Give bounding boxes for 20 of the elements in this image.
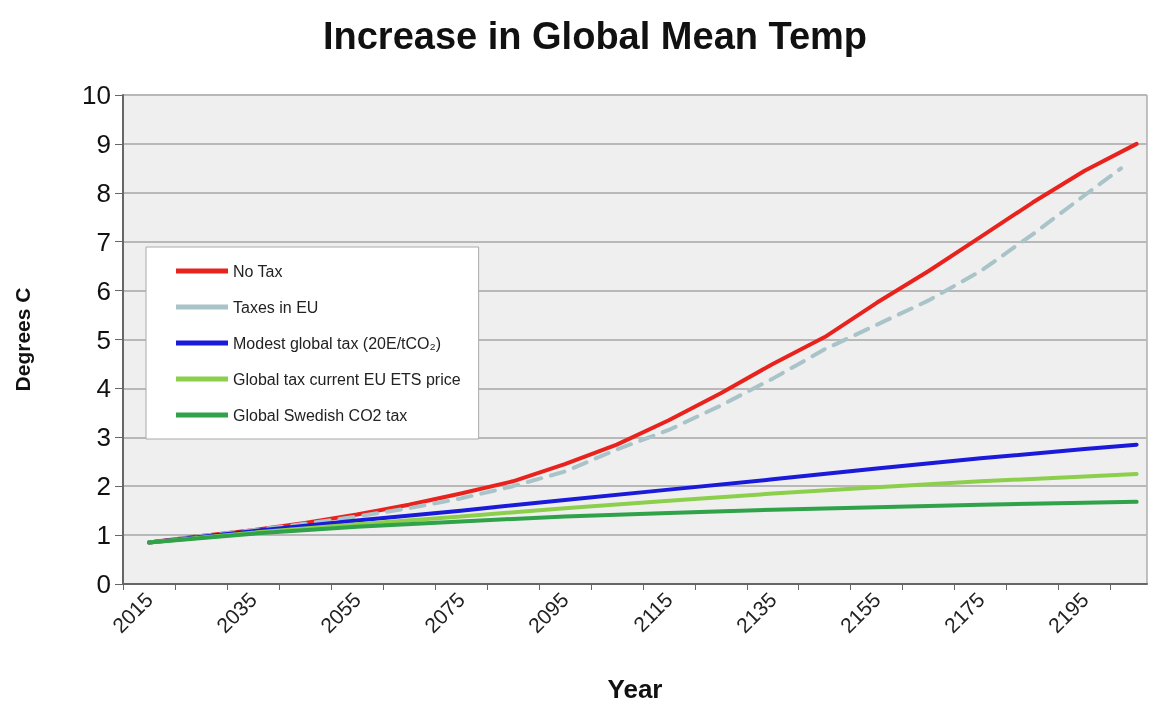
y-tick-label: 7	[96, 226, 111, 257]
y-tick-label: 8	[96, 177, 111, 208]
y-tick-label: 6	[96, 275, 111, 306]
y-tick-label: 2	[96, 471, 111, 502]
legend-label: Global tax current EU ETS price	[233, 370, 461, 388]
y-tick-label: 5	[96, 324, 111, 355]
y-tick-label: 10	[82, 80, 111, 110]
legend-label: Global Swedish CO2 tax	[233, 406, 408, 424]
legend-label: Modest global tax (20E/tCO₂)	[233, 334, 442, 352]
y-tick-label: 0	[96, 569, 111, 599]
y-tick-label: 9	[96, 128, 111, 159]
legend-label: Taxes in EU	[233, 298, 319, 316]
y-axis-title: Degrees C	[11, 287, 34, 392]
line-series	[146, 499, 1139, 545]
legend-label: No Tax	[233, 262, 283, 280]
y-tick-label: 1	[96, 520, 111, 551]
y-tick-label: 4	[96, 373, 111, 404]
chart-title: Increase in Global Mean Temp	[322, 15, 868, 57]
x-axis-title: Year	[607, 674, 663, 704]
y-tick-label: 3	[96, 422, 111, 453]
